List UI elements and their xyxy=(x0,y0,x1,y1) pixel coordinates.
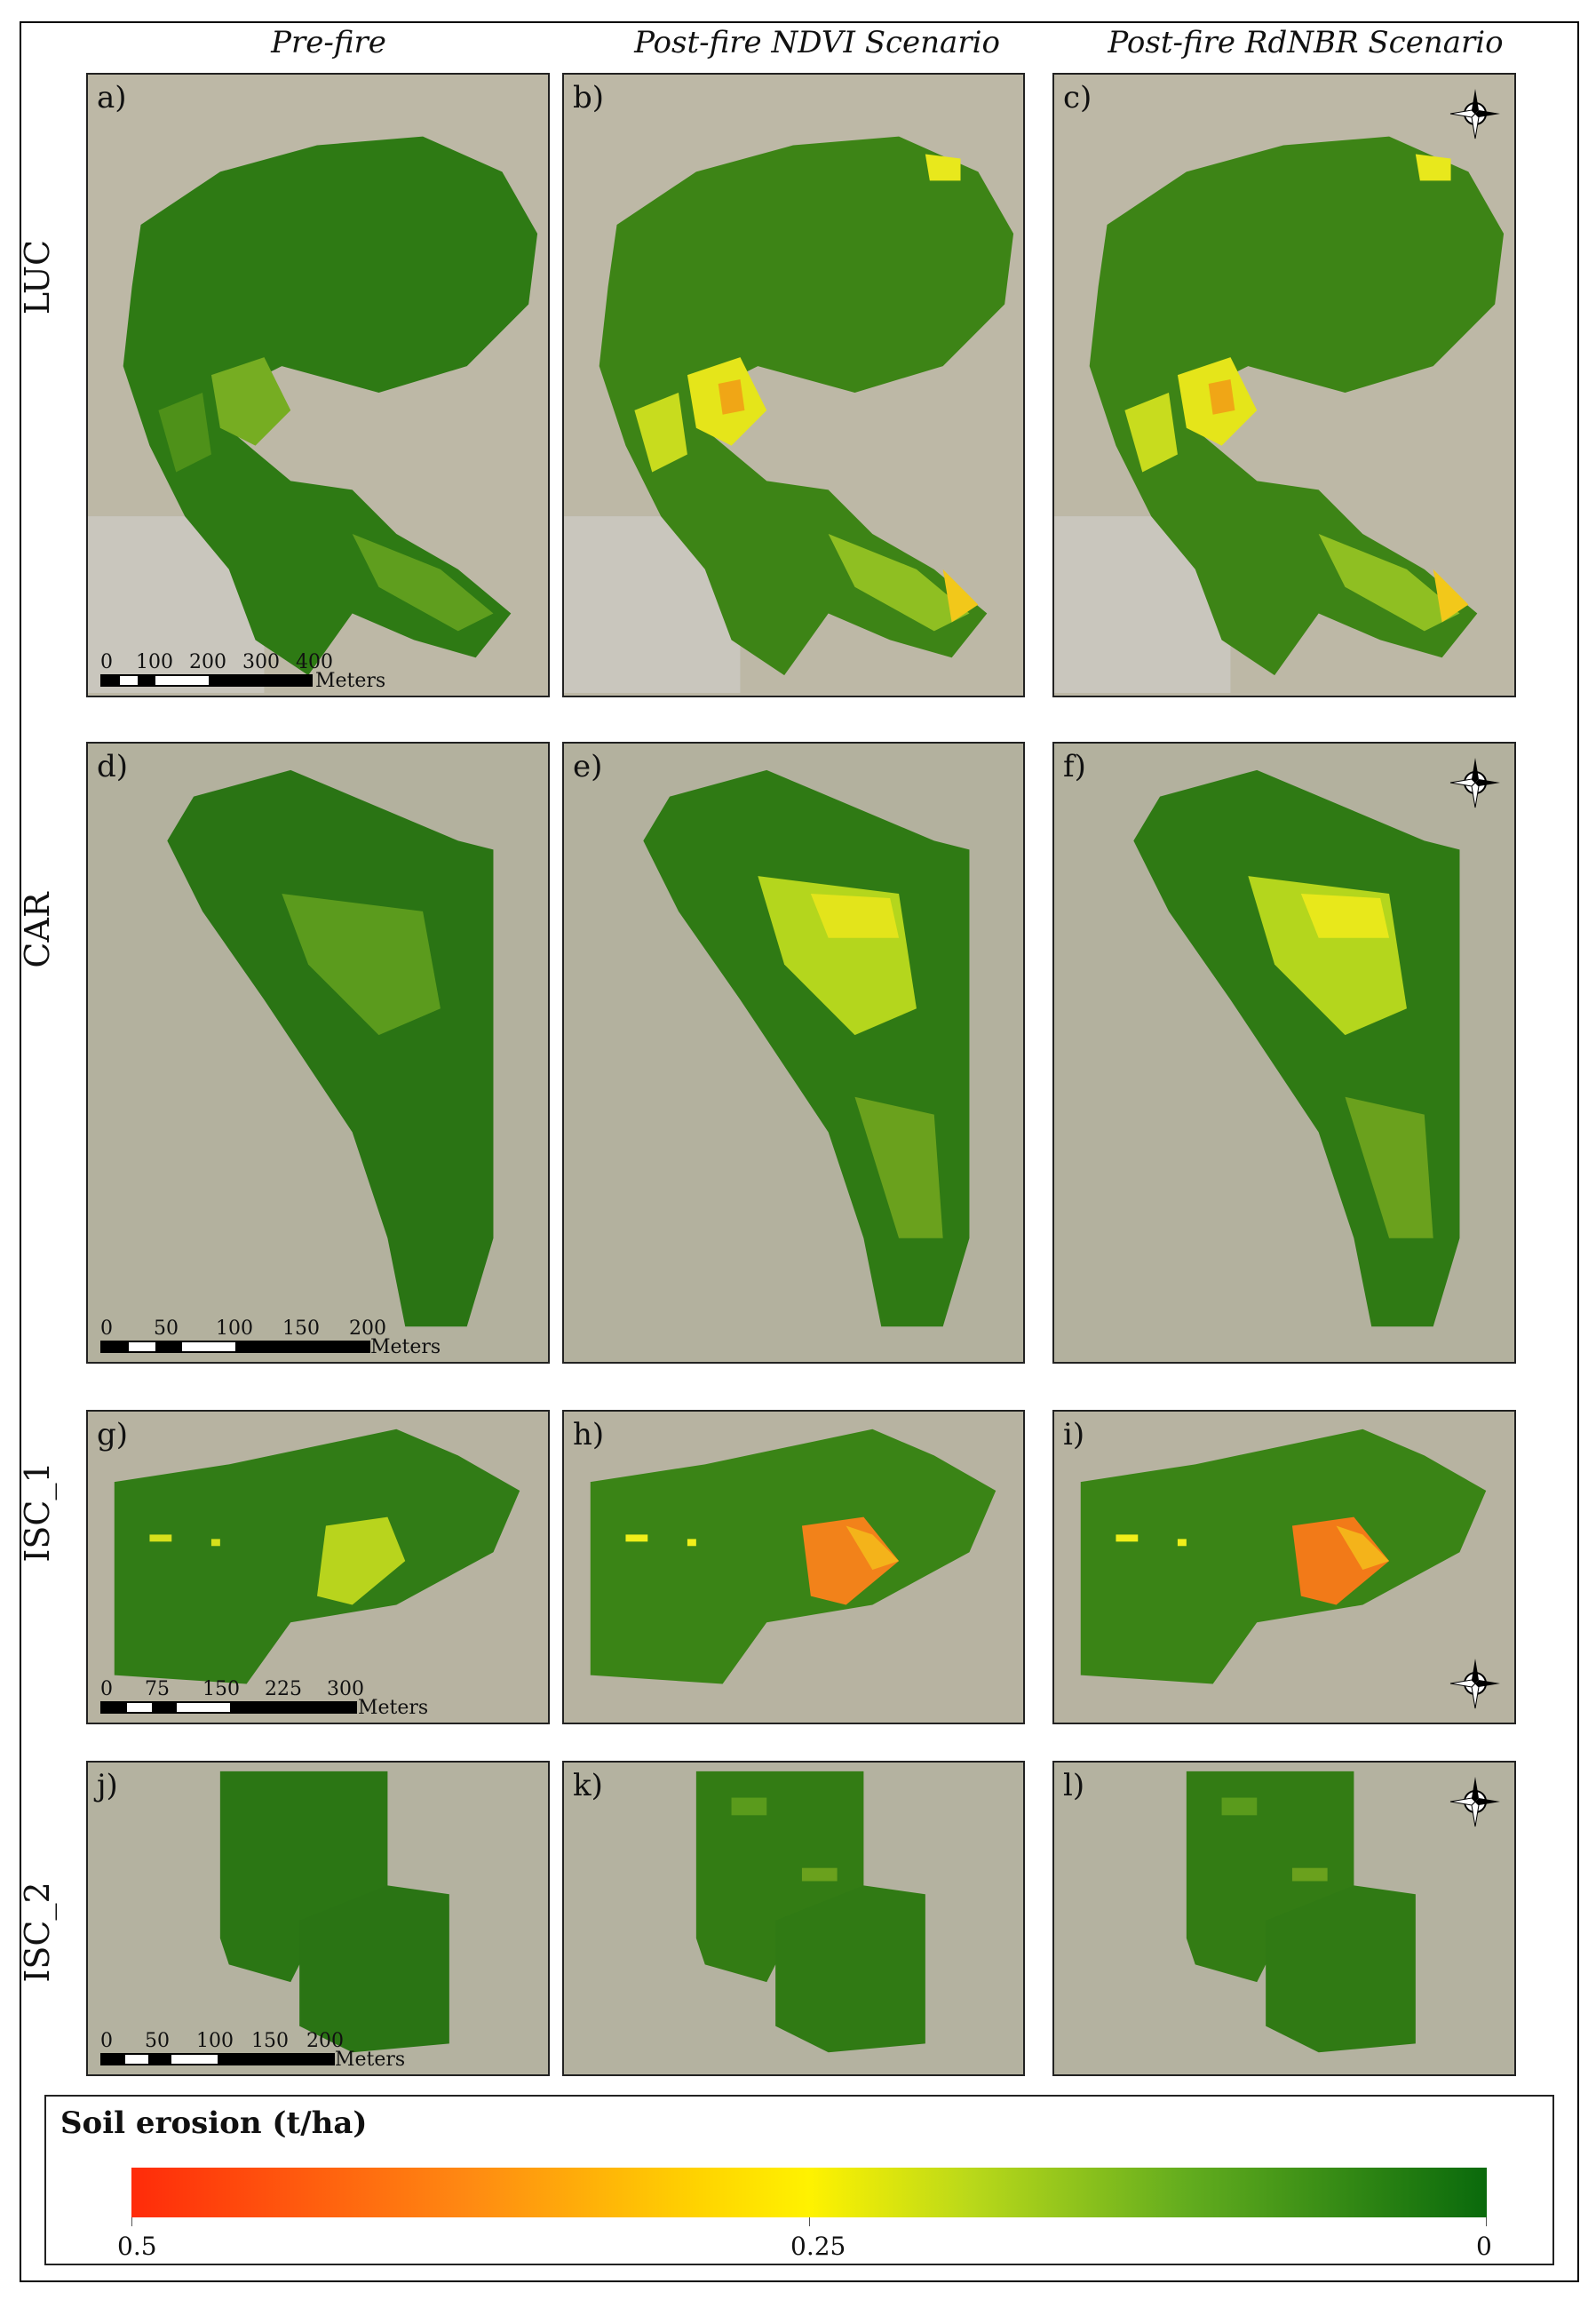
panel-label-k: k) xyxy=(573,1768,603,1803)
luc-prefire-map xyxy=(88,75,548,696)
panel-label-d: d) xyxy=(97,749,129,784)
legend-mid-label: 0.25 xyxy=(790,2232,846,2261)
map-panel-k: k) xyxy=(562,1761,1025,2076)
panel-label-g: g) xyxy=(97,1417,129,1452)
luc-ndvi-map xyxy=(564,75,1023,696)
map-panel-e: e) xyxy=(562,742,1025,1364)
panel-label-h: h) xyxy=(573,1417,605,1452)
map-panel-i: i) xyxy=(1052,1410,1516,1724)
map-panel-a: a) 0 100 200 300 400 Meters xyxy=(86,73,550,697)
legend-max-label: 0 xyxy=(1476,2232,1492,2261)
column-header-prefire: Pre-fire xyxy=(271,25,386,60)
luc-rdnbr-map xyxy=(1054,75,1514,696)
panel-label-i: i) xyxy=(1063,1417,1085,1452)
scale-bar: 0 100 200 300 400 Meters xyxy=(100,651,386,692)
map-panel-b: b) xyxy=(562,73,1025,697)
panel-label-j: j) xyxy=(97,1768,118,1803)
isc1-rdnbr-map xyxy=(1054,1412,1514,1723)
column-header-rdnbr: Post-fire RdNBR Scenario xyxy=(1108,25,1504,60)
map-panel-c: c) xyxy=(1052,73,1516,697)
color-ramp xyxy=(131,2168,1487,2217)
isc2-ndvi-map xyxy=(564,1763,1023,2074)
map-panel-d: d) 0 50 100 150 200 Meters xyxy=(86,742,550,1364)
map-panel-f: f) xyxy=(1052,742,1516,1364)
map-panel-h: h) xyxy=(562,1410,1025,1724)
row-label-luc: LUC xyxy=(18,239,57,315)
panel-label-e: e) xyxy=(573,749,603,784)
scale-bar: 0 50 100 150 200 Meters xyxy=(100,1317,441,1358)
north-arrow-icon xyxy=(1449,756,1502,809)
panel-label-c: c) xyxy=(1063,80,1092,115)
map-panel-l: l) xyxy=(1052,1761,1516,2076)
legend: Soil erosion (t/ha) 0.5 0.25 0 xyxy=(44,2095,1554,2265)
legend-title: Soil erosion (t/ha) xyxy=(60,2105,368,2141)
car-ndvi-map xyxy=(564,744,1023,1362)
row-label-isc1: ISC_1 xyxy=(18,1461,57,1563)
isc2-prefire-map xyxy=(88,1763,548,2074)
north-arrow-icon xyxy=(1449,87,1502,140)
panel-label-a: a) xyxy=(97,80,127,115)
map-panel-j: j) 0 50 100 150 200 Meters xyxy=(86,1761,550,2076)
isc1-prefire-map xyxy=(88,1412,548,1723)
scale-bar: 0 50 100 150 200 Meters xyxy=(100,2030,406,2071)
figure-frame xyxy=(20,21,1579,2282)
row-label-isc2: ISC_2 xyxy=(18,1882,57,1983)
isc1-ndvi-map xyxy=(564,1412,1023,1723)
panel-label-b: b) xyxy=(573,80,605,115)
panel-label-l: l) xyxy=(1063,1768,1085,1803)
north-arrow-icon xyxy=(1449,1657,1502,1710)
panel-label-f: f) xyxy=(1063,749,1086,784)
row-label-car: CAR xyxy=(18,892,57,968)
map-panel-g: g) 0 75 150 225 300 Meters xyxy=(86,1410,550,1724)
north-arrow-icon xyxy=(1449,1775,1502,1828)
scale-bar: 0 75 150 225 300 Meters xyxy=(100,1678,429,1719)
car-prefire-map xyxy=(88,744,548,1362)
isc2-rdnbr-map xyxy=(1054,1763,1514,2074)
column-header-ndvi: Post-fire NDVI Scenario xyxy=(634,25,1000,60)
legend-min-label: 0.5 xyxy=(117,2232,157,2261)
car-rdnbr-map xyxy=(1054,744,1514,1362)
